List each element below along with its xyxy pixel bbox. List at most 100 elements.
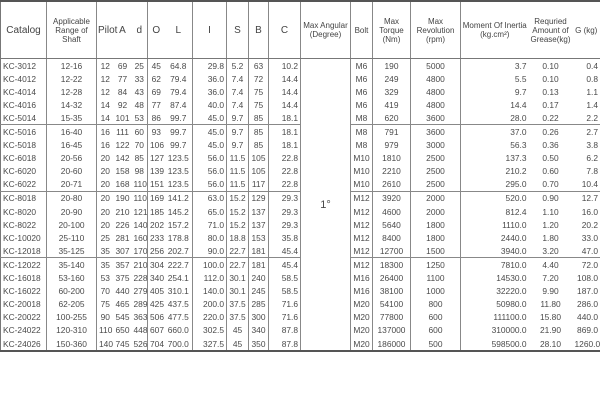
cell-s: 15.2 (226, 218, 249, 232)
cell-o: 106 (147, 138, 165, 152)
cell-grease: 15.80 (540, 312, 561, 323)
cell-b: 181 (248, 244, 269, 259)
cell-s: 9.7 (226, 124, 249, 139)
cell-a: 210 (115, 206, 130, 217)
cell-bolt: M10 (350, 164, 373, 178)
cell-range: 62-205 (46, 297, 97, 311)
cell-a: 375 (115, 273, 130, 284)
cell-catalog: KC-24022 (3, 325, 41, 336)
cell-pilot: 20 (96, 205, 114, 219)
cell-torque: 3920 (372, 191, 411, 206)
cell-b: 137 (248, 205, 269, 219)
cell-rev: 1000 (410, 284, 461, 298)
cell-b: 63 (248, 58, 269, 73)
cell-c: 18.1 (268, 138, 301, 152)
cell-rev: 4800 (410, 98, 461, 112)
cell-g: 869.0 (577, 325, 598, 336)
cell-i: 140.0 (192, 284, 227, 298)
cell-d: 85 (134, 153, 144, 164)
cell-s: 9.7 (226, 138, 249, 152)
cell-d: 33 (134, 73, 144, 84)
cell-d: 110 (131, 177, 148, 192)
cell-g: 2.7 (586, 127, 598, 138)
cell-grease: 0.17 (542, 99, 559, 110)
cell-i: 327.5 (192, 336, 227, 352)
cell-d: 121 (133, 206, 148, 217)
cell-torque: 4600 (372, 205, 411, 219)
cell-grease: 1.10 (542, 206, 559, 217)
cell-a: 77 (117, 73, 128, 84)
cell-rev: 3600 (410, 111, 461, 126)
cell-grease: 0.10 (542, 73, 559, 84)
header-c: C (268, 1, 301, 59)
cell-g: 12.7 (581, 193, 598, 204)
cell-b: 117 (248, 177, 269, 192)
cell-o: 202 (147, 218, 165, 232)
cell-bolt: M16 (350, 271, 373, 285)
cell-o: 506 (147, 310, 165, 324)
cell-torque: 2610 (372, 177, 411, 192)
cell-bolt: M12 (350, 257, 373, 272)
cell-torque: 419 (372, 98, 411, 112)
cell-d: 110 (133, 193, 147, 204)
cell-range: 12-22 (46, 72, 97, 86)
cell-inertia: 32220.0 (460, 284, 529, 298)
cell-inertia: 28.0 (460, 111, 529, 126)
cell-range: 60-200 (46, 284, 97, 298)
cell-pilot: 140 (96, 336, 114, 352)
cell-catalog: KC-3012 (3, 60, 37, 71)
cell-range: 14-32 (46, 98, 97, 112)
table-row: KC-12018 35-125 35 307 170 256 202.7 90.0 22.7 18… (0, 244, 600, 259)
cell-torque: 190 (372, 58, 411, 73)
cell-b: 85 (248, 138, 269, 152)
cell-grease: 3.20 (528, 244, 573, 259)
cell-i: 100.0 (192, 257, 227, 272)
cell-s: 15.2 (226, 191, 249, 206)
cell-rev: 5000 (410, 58, 461, 73)
cell-b: 85 (248, 124, 269, 139)
table-row: KC-4016 14-32 14 92 48 77 87.4 40.0 7.4 75 14.4 M6 4… (1, 98, 600, 112)
cell-range: 16-40 (46, 124, 97, 139)
header-grease: Requried Amount of Grease(kg) (528, 1, 573, 59)
cell-i: 302.5 (192, 323, 227, 337)
cell-rev: 4800 (410, 85, 461, 99)
cell-bolt: M12 (350, 244, 373, 259)
cell-torque: 26400 (372, 271, 411, 285)
cell-o: 425 (147, 297, 165, 311)
cell-bolt: M20 (350, 310, 373, 324)
cell-g: 47.0 (572, 244, 600, 259)
cell-a: 101 (113, 111, 132, 126)
cell-s: 9.7 (226, 111, 249, 126)
cell-l: 202.7 (164, 244, 193, 259)
cell-torque: 18300 (372, 257, 411, 272)
cell-bolt: M6 (350, 85, 373, 99)
cell-l: 145.2 (167, 206, 189, 217)
cell-range: 53-160 (46, 271, 97, 285)
cell-o: 127 (147, 151, 165, 165)
cell-rev: 600 (410, 310, 461, 324)
cell-rev: 800 (410, 297, 461, 311)
cell-bolt: M16 (350, 284, 373, 298)
cell-g: 187.0 (577, 286, 598, 297)
cell-i: 63.0 (192, 191, 227, 206)
cell-torque: 8400 (372, 231, 411, 245)
cell-inertia: 598500.0 (460, 336, 529, 352)
cell-g: 10.4 (572, 177, 600, 192)
cell-inertia: 310000.0 (460, 323, 529, 337)
cell-catalog: KC-5016 (3, 127, 37, 138)
cell-a: 190 (115, 193, 130, 204)
cell-l: 310.1 (167, 286, 189, 297)
cell-b: 75 (248, 98, 269, 112)
cell-l: 437.5 (167, 299, 189, 310)
cell-o: 233 (147, 231, 165, 245)
cell-a: 545 (115, 312, 130, 323)
cell-l: 477.5 (167, 312, 189, 323)
cell-catalog: KC-6022 (0, 177, 47, 192)
header-range: Applicable Range of Shaft (46, 1, 97, 59)
cell-l: 157.2 (167, 219, 189, 230)
cell-l: 123.5 (164, 177, 193, 192)
cell-pilot: 14 (96, 98, 114, 112)
table-row: KC-4012 12-22 12 77 33 62 79.4 36.0 7.4 72 14.4 M6 2… (1, 72, 600, 86)
cell-pilot: 25 (96, 231, 114, 245)
cell-rev: 4800 (410, 72, 461, 86)
